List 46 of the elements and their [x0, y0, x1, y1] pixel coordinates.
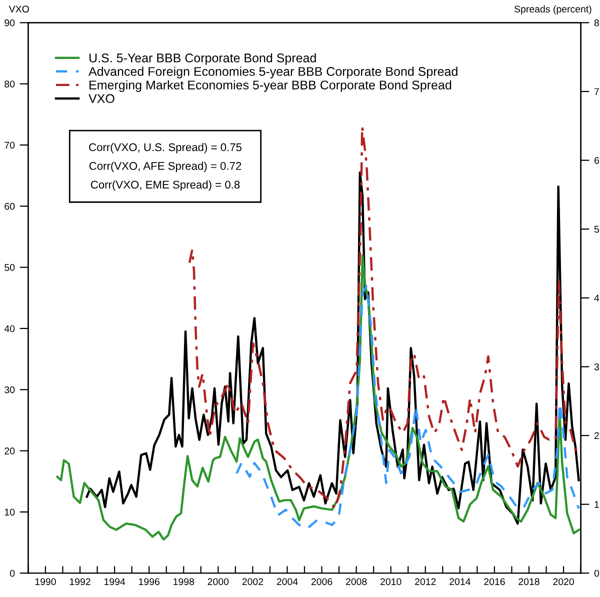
legend-label: VXO [88, 94, 114, 103]
legend-label: U.S. 5-Year BBB Corporate Bond Spread [89, 53, 316, 65]
x-tick-label: 1998 [174, 578, 194, 586]
x-tick-label: 1994 [104, 578, 126, 586]
line-series [56, 254, 580, 541]
x-tick-label: 2014 [450, 578, 470, 586]
annotation: Corr(VXO, U.S. Spread) = 0.75 [89, 143, 242, 154]
y2-tick-label: 5 [594, 226, 599, 233]
y-tick-label: 50 [4, 264, 15, 271]
x-tick-label: 1992 [70, 578, 90, 586]
annotation: Corr(VXO, EME Spread) = 0.8 [90, 180, 240, 191]
y-tick-label: 70 [4, 142, 15, 149]
y2-tick-label: 0 [594, 570, 600, 577]
y2-tick-label: 6 [594, 157, 599, 164]
x-tick-label: 2002 [242, 578, 264, 586]
x-tick-label: 2004 [276, 578, 298, 586]
x-tick-label: 1990 [35, 578, 56, 586]
x-tick-label: 2018 [518, 578, 540, 586]
x-tick-label: 2000 [208, 578, 229, 586]
line-series [236, 285, 580, 530]
x-tick-label: 2012 [415, 578, 436, 586]
y-tick-label: 60 [4, 202, 15, 210]
y2-tick-label: 4 [594, 294, 600, 302]
y-tick-label: 80 [4, 80, 15, 88]
y-tick-label: 40 [4, 325, 15, 332]
legend-label: Emerging Market Economies 5-year BBB Corporate Bond Spread [90, 80, 452, 92]
legend-label: Advanced Foreign Economies 5-year BBB Corporate Bond Spread [88, 66, 458, 78]
y-tick-label: 10 [4, 508, 15, 516]
y2-tick-label: 3 [594, 363, 599, 370]
x-tick-label: 2010 [380, 578, 402, 586]
x-tick-label: 2006 [311, 578, 332, 586]
y-axis-title: VXO [8, 6, 29, 13]
y2-tick-label: 8 [594, 19, 599, 26]
y-tick-label: 20 [4, 448, 15, 454]
x-tick-label: 1996 [139, 578, 160, 586]
y2-axis-title: Spreads (percent) [514, 5, 592, 14]
annotation: Corr(VXO, AFE Spread) = 0.72 [89, 162, 242, 172]
y2-tick-label: 2 [594, 432, 599, 440]
x-tick-label: 2016 [484, 578, 505, 586]
y2-tick-label: 1 [594, 501, 599, 508]
x-tick-label: 2008 [346, 578, 367, 586]
x-tick-label: 2020 [553, 578, 574, 586]
y-tick-label: 30 [4, 386, 15, 394]
y-tick-label: 0 [10, 570, 15, 577]
y2-tick-label: 7 [594, 88, 599, 96]
y-tick-label: 90 [4, 19, 15, 26]
